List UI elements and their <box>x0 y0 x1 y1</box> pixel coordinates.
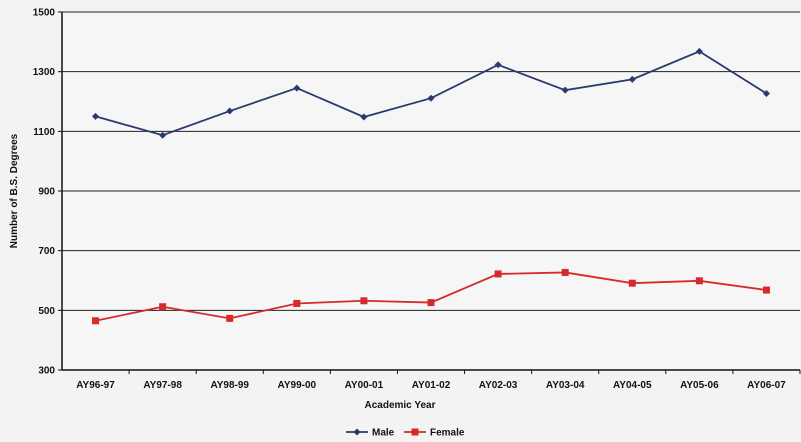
series <box>92 47 770 325</box>
data-point-male <box>226 107 234 115</box>
data-point-female <box>226 314 234 322</box>
x-tick-label: AY02-03 <box>479 380 518 391</box>
legend-label: Male <box>372 428 395 439</box>
data-point-female <box>360 297 368 305</box>
data-point-female <box>628 279 636 287</box>
x-tick-label: AY99-00 <box>278 380 317 391</box>
x-axis-title: Academic Year <box>365 400 436 411</box>
y-tick-label: 1100 <box>33 127 55 138</box>
x-tick-label: AY03-04 <box>546 380 585 391</box>
data-point-female <box>427 299 435 307</box>
data-point-male <box>695 47 703 55</box>
data-point-male <box>159 131 167 139</box>
y-axis-title: Number of B.S. Degrees <box>9 133 20 248</box>
y-tick-labels: 300 500 700 900 1100 1300 1500 <box>33 8 62 377</box>
x-tick-label: AY00-01 <box>345 380 384 391</box>
legend: Male Female <box>346 428 465 439</box>
data-point-male <box>92 112 100 120</box>
data-point-female <box>159 303 167 311</box>
data-point-female <box>293 299 301 307</box>
legend-swatch-marker <box>411 428 419 436</box>
legend-label: Female <box>430 428 465 439</box>
x-tick-labels: AY96-97 AY97-98 AY98-99 AY99-00 AY00-01 AY01-… <box>76 370 801 391</box>
data-point-male <box>561 86 569 94</box>
data-point-male <box>427 94 435 102</box>
data-point-female <box>561 268 569 276</box>
data-point-male <box>762 89 770 97</box>
data-point-male <box>293 84 301 92</box>
y-tick-label: 1300 <box>33 67 56 78</box>
x-tick-label: AY06-07 <box>747 380 786 391</box>
data-point-female <box>762 286 770 294</box>
x-tick-label: AY05-06 <box>680 380 719 391</box>
data-point-female <box>494 270 502 278</box>
y-tick-label: 500 <box>38 306 55 317</box>
y-tick-label: 1500 <box>33 8 56 19</box>
x-tick-label: AY96-97 <box>76 380 115 391</box>
y-tick-label: 900 <box>38 187 55 198</box>
data-point-male <box>494 61 502 69</box>
x-tick-label: AY01-02 <box>412 380 451 391</box>
data-point-male <box>360 113 368 121</box>
data-point-male <box>628 75 636 83</box>
data-point-female <box>92 317 100 325</box>
series-female <box>92 268 770 325</box>
y-tick-label: 700 <box>38 246 55 257</box>
x-tick-label: AY04-05 <box>613 380 652 391</box>
x-tick-label: AY97-98 <box>143 380 182 391</box>
y-tick-label: 300 <box>38 366 55 377</box>
x-tick-label: AY98-99 <box>210 380 249 391</box>
legend-item-male: Male <box>346 428 395 439</box>
legend-item-female: Female <box>404 428 465 439</box>
series-male <box>92 47 770 139</box>
legend-swatch-marker <box>353 428 361 436</box>
data-point-female <box>695 277 703 285</box>
